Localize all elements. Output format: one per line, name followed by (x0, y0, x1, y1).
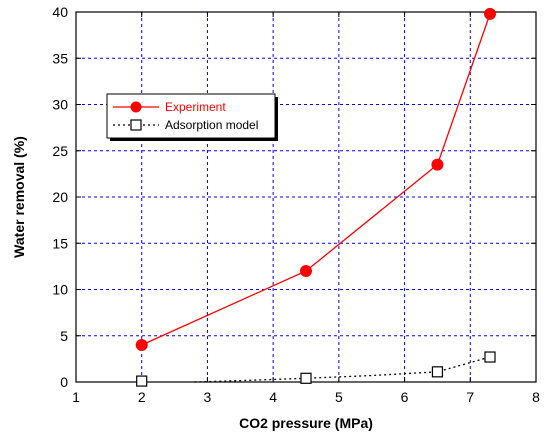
x-tick-label: 6 (401, 389, 409, 405)
y-tick-label: 10 (52, 282, 68, 298)
data-point (135, 339, 148, 351)
x-tick-label: 3 (204, 389, 212, 405)
y-tick-label: 35 (52, 50, 68, 66)
y-tick-label: 40 (52, 4, 68, 20)
legend-item-experiment: Experiment (113, 100, 226, 114)
series-line (194, 356, 491, 383)
y-tick-label: 30 (52, 97, 68, 113)
axis-ticks: 1 2 3 4 5 6 7 8 0 5 10 15 20 25 30 35 40 (52, 4, 540, 405)
legend: Experiment Adsorption model (106, 93, 278, 141)
series-layer (135, 7, 496, 387)
y-tick-label: 20 (52, 189, 68, 205)
data-point (484, 351, 496, 363)
x-tick-label: 1 (72, 389, 80, 405)
grid-lines (76, 12, 536, 382)
series-line (141, 13, 491, 346)
y-axis-title: Water removal (%) (11, 136, 27, 258)
x-tick-label: 7 (466, 389, 474, 405)
series-experiment (135, 7, 496, 351)
x-tick-label: 5 (335, 389, 343, 405)
y-tick-label: 25 (52, 143, 68, 159)
data-point (300, 372, 312, 384)
series-adsorption-model (136, 351, 496, 387)
data-point (300, 265, 312, 277)
data-point (431, 158, 444, 171)
x-tick-label: 2 (138, 389, 146, 405)
y-tick-label: 15 (52, 235, 68, 251)
x-axis-title: CO2 pressure (MPa) (239, 415, 373, 431)
x-tick-label: 8 (532, 389, 540, 405)
data-point (136, 375, 148, 387)
data-point (431, 366, 444, 378)
x-tick-label: 4 (269, 389, 277, 405)
legend-box (106, 93, 276, 139)
y-tick-label: 0 (60, 374, 68, 390)
legend-label: Experiment (165, 100, 226, 114)
legend-swatch-marker (130, 119, 142, 131)
data-point (484, 7, 496, 20)
legend-item-adsorption-model: Adsorption model (113, 118, 258, 132)
legend-label: Adsorption model (165, 118, 258, 132)
y-tick-label: 5 (60, 328, 68, 344)
legend-swatch-marker (130, 101, 142, 113)
